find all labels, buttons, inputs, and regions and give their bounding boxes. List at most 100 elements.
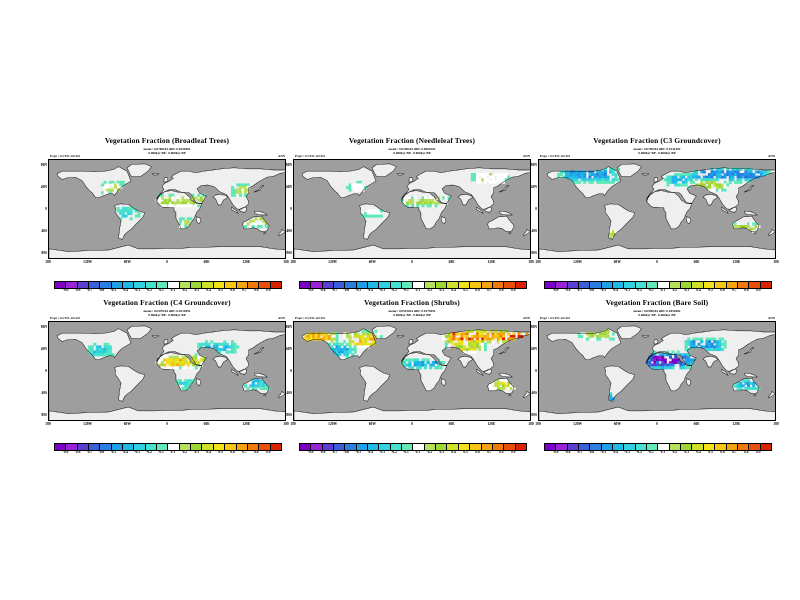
colorbar-tick-label: 0.4 [696,288,701,292]
x-tick-label: 120E [732,260,741,264]
season-label: ANN [522,316,530,320]
colorbar-swatch [714,282,726,288]
mean-annotation: mean= 0.0190164 diff= 0.0060102 0.060kyr … [388,147,436,155]
colorbar-tick-label: -0.7 [576,450,583,454]
colorbar-broadleaf-trees [54,281,282,289]
y-tick-label: 40S [41,229,47,234]
y-tick-label: 80S [286,413,292,418]
x-tick-label: 180 [535,422,541,426]
colorbar-tick-label: 0.3 [439,450,444,454]
colorbar-tick-label: 0.5 [708,450,713,454]
y-tick-label: 0 [45,369,47,373]
colorbar-swatch [668,282,681,288]
colorbar-tick-label: -0.1 [403,288,409,292]
x-tick-label: 0 [656,422,658,426]
colorbar-swatch [457,282,470,288]
colorbar-labels-needleleaf-trees: -0.9 -0.8 -0.7 -0.6 -0.5 -0.4 -0.3 -0.2 -0.1 0.1 0… [305,288,520,292]
colorbar-tick-label: 0.6 [475,288,480,292]
colorbar-swatch [269,282,281,288]
colorbar-swatch [258,282,270,288]
colorbar-swatch [99,444,111,450]
y-tick-label: 40N [285,184,292,189]
colorbar-swatch [156,444,168,450]
colorbar-swatch [144,444,157,450]
colorbar-swatch [566,444,579,450]
y-tick-label: 80N [530,162,537,167]
y-tick-label: 80N [285,162,292,167]
colorbar-swatch [514,282,526,288]
y-tick-label: 40N [40,184,47,189]
colorbar-tick-label: -0.8 [74,288,81,292]
colorbar-swatch [612,444,624,450]
colorbar-tick-label: 0.7 [487,450,492,454]
mean-line-2: 0.060kyr BP - 0.060kyr BP [393,312,431,317]
colorbar-tick-label: 0.2 [182,288,188,292]
colorbar-swatch [178,444,191,450]
colorbar-swatch [246,282,259,288]
map-canvas-broadleaf-trees [49,160,285,258]
colorbar-tick-label: 0.8 [744,288,749,292]
colorbar-swatch [378,282,390,288]
colorbar-swatch [258,444,270,450]
colorbar-swatch [423,282,436,288]
mean-line-1: mean= 0.0990164 diff= 0.0450482 [633,309,681,313]
x-tick-label: 120W [83,260,93,264]
colorbar-swatch [156,282,168,288]
colorbar-swatch [344,282,356,288]
colorbar-tick-label: -0.4 [612,450,619,454]
colorbar-swatch [600,282,613,288]
colorbar-tick-label: 0.9 [266,450,271,454]
colorbar-swatch [269,444,281,450]
colorbar-swatch [88,282,100,288]
y-tick-label: 80N [40,324,47,329]
colorbar-tick-label: -0.9 [62,450,69,454]
colorbar-swatch [736,282,749,288]
colorbar-tick-label: -0.4 [122,288,129,292]
mean-line-1: mean= 0.0760164 diff= 0.0250492 [143,147,191,151]
y-tick-label: 40S [531,229,537,234]
colorbar-tick-label: 0.4 [451,288,456,292]
x-tick-label: 120W [328,422,338,426]
colorbar-tick-label: -0.7 [331,450,338,454]
x-axis-bare-soil: 180 120W 60W 0 60E 120E 180 [535,422,779,432]
colorbar-tick-label: 0.1 [415,288,421,292]
mean-annotation: mean= 0.0990164 diff= 0.0450482 0.060kyr … [633,309,681,317]
x-tick-label: 180 [283,260,289,264]
colorbar-swatch [122,282,134,288]
panel-header-needleleaf-trees: Expt = ttvT21-txCO2 ANN mean= 0.0190164 di… [293,147,531,160]
colorbar-tick-label: -0.8 [74,450,81,454]
colorbar-tick-label: 0.1 [660,450,666,454]
mean-line-2: 0.060kyr BP - 0.060kyr BP [393,150,431,155]
x-tick-label: 180 [290,260,296,264]
colorbar-tick-label: -0.7 [576,288,583,292]
colorbar-tick-label: 0.6 [720,288,725,292]
colorbar-tick-label: 0.2 [672,450,678,454]
colorbar-swatch [321,444,334,450]
panel-title-c4-groundcover: Vegetation Fraction (C4 Groundcover) [103,298,231,307]
colorbar-swatch [612,282,624,288]
season-label: ANN [767,316,775,320]
y-tick-label: 0 [535,369,537,373]
mean-line-1: mean= 0.0190164 diff= 0.0060102 [388,147,436,151]
colorbar-swatch [714,444,726,450]
mean-annotation: mean= 0.0470164 diff= 0.0210492 0.060kyr … [144,309,191,317]
colorbar-tick-label: -0.5 [600,450,607,454]
colorbar-swatch [212,444,225,450]
colorbar-swatch [310,282,322,288]
y-tick-label: 80S [531,251,537,256]
colorbar-tick-label: -0.3 [624,288,630,292]
y-axis-bare-soil: 80N 40N 0 40S 80S [524,321,538,421]
colorbar-swatch [65,444,77,450]
colorbar-tick-label: -0.9 [62,288,69,292]
colorbar-swatch [759,282,771,288]
colorbar-swatch [725,282,737,288]
colorbar-bare-soil [544,443,772,451]
colorbar-tick-label: 0.3 [194,450,199,454]
x-tick-label: 180 [773,260,779,264]
map-area-broadleaf-trees [48,159,286,259]
x-tick-label: 180 [773,422,779,426]
colorbar-tick-label: 0.3 [684,450,689,454]
colorbar-tick-label: -0.2 [391,288,397,292]
x-tick-label: 60W [123,422,131,426]
colorbar-tick-label: -0.6 [343,450,350,454]
